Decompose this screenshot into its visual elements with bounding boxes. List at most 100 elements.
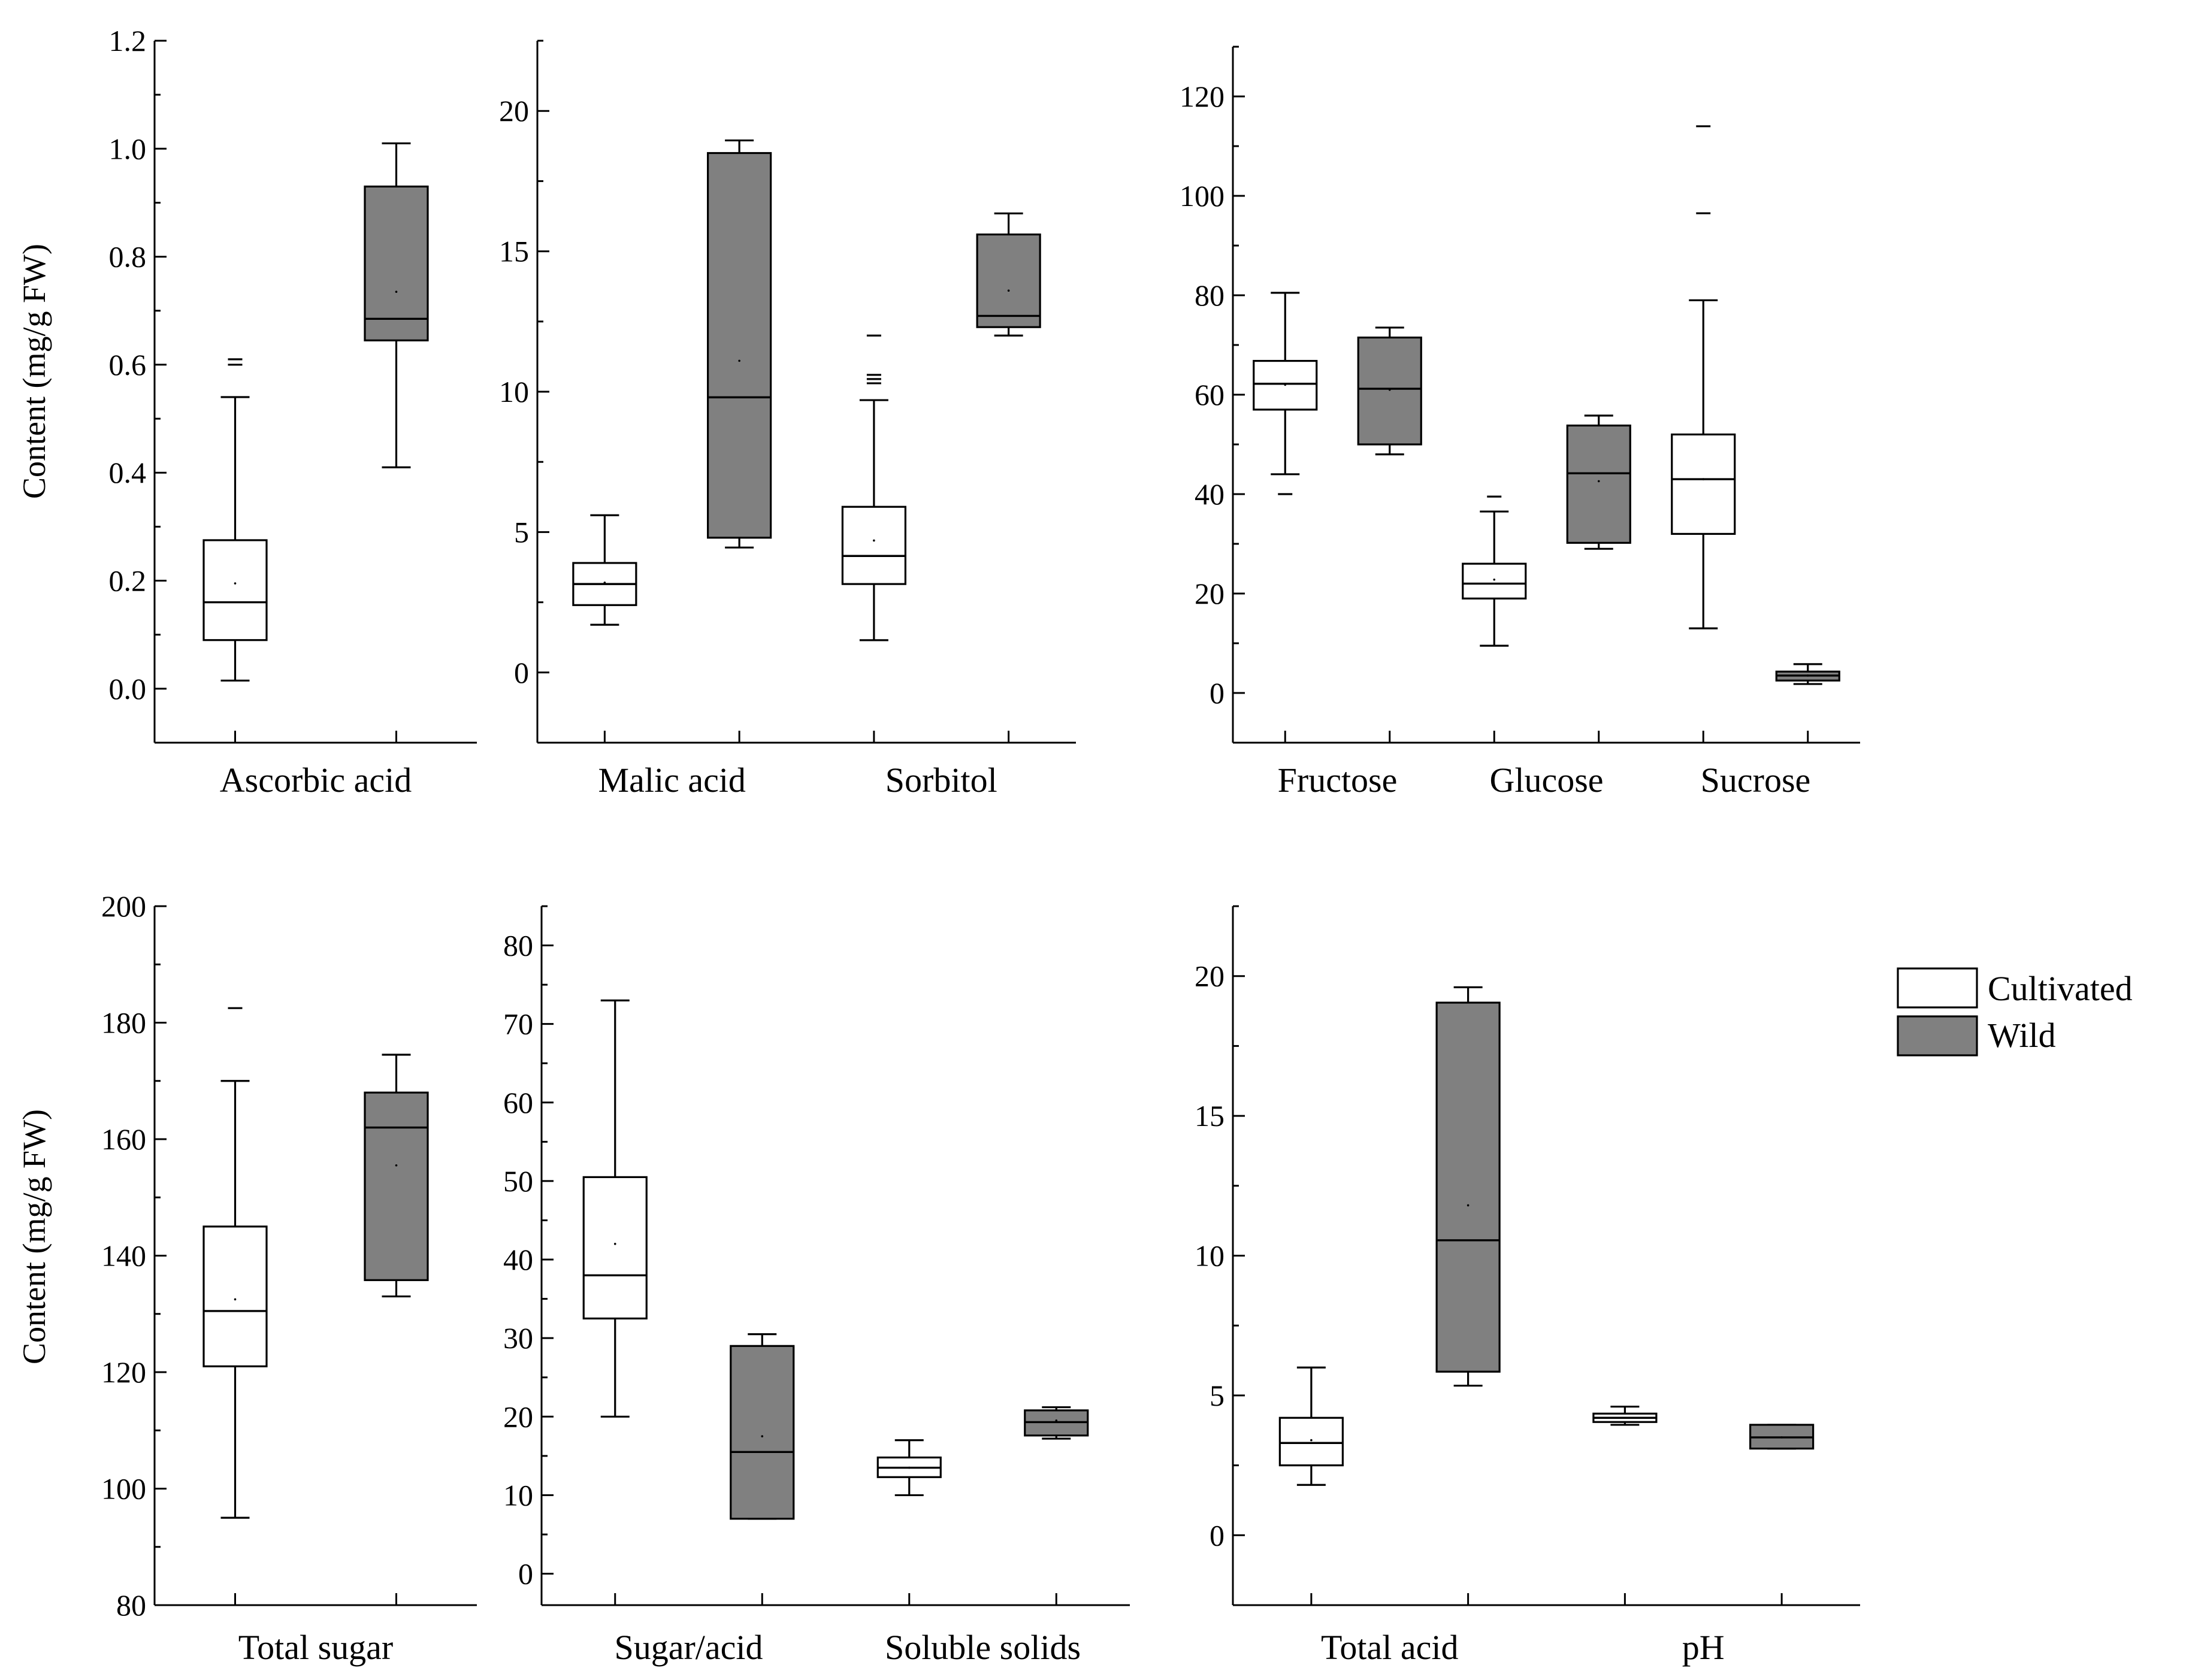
- y-tick-label: 0.6: [109, 348, 147, 382]
- category-label: Fructose: [1278, 761, 1398, 800]
- mean-marker: [1310, 1439, 1313, 1442]
- y-tick-label: 0: [518, 1557, 533, 1591]
- y-tick-label: 5: [514, 515, 529, 549]
- iqr-box: [1435, 1001, 1501, 1373]
- y-tick-label: 140: [101, 1239, 146, 1273]
- mean-marker: [1623, 1416, 1626, 1419]
- mean-marker: [1780, 1436, 1783, 1439]
- category-label: Glucose: [1489, 761, 1603, 800]
- box-wild: [1749, 1424, 1815, 1450]
- mean-marker: [1007, 289, 1010, 292]
- y-tick-label: 20: [499, 94, 529, 128]
- legend-swatch-wild: [1897, 1015, 1978, 1057]
- y-tick-label: 15: [1195, 1099, 1224, 1133]
- y-tick-label: 30: [503, 1321, 533, 1355]
- box-cultivated: [572, 514, 637, 626]
- y-tick-label: 10: [503, 1478, 533, 1512]
- mean-marker: [1467, 1204, 1470, 1207]
- box-cultivated: [1253, 292, 1318, 495]
- y-tick-label: 20: [1195, 577, 1224, 610]
- box-cultivated: [202, 1007, 268, 1519]
- box-cultivated: [876, 1439, 942, 1497]
- box-wild: [1024, 1406, 1089, 1440]
- mean-marker: [873, 539, 875, 542]
- y-tick-label: 5: [1210, 1379, 1224, 1412]
- y-tick-label: 20: [1195, 959, 1224, 993]
- category-label: Sugar/acid: [614, 1628, 763, 1667]
- y-tick-label: 160: [101, 1122, 146, 1156]
- y-tick-label: 20: [503, 1400, 533, 1433]
- box-cultivated: [841, 334, 906, 641]
- mean-marker: [738, 359, 740, 362]
- iqr-box: [1462, 562, 1527, 600]
- mean-marker: [1597, 480, 1600, 483]
- box-cultivated: [1671, 125, 1736, 629]
- category-label: Total sugar: [238, 1628, 393, 1667]
- chart-panel-2: 0 5 10 15 20 Malic acid Sorbitol: [499, 40, 1076, 800]
- box-wild: [364, 1054, 429, 1298]
- box-cultivated: [582, 999, 648, 1418]
- iqr-box: [1566, 424, 1631, 544]
- y-tick-label: 60: [1195, 378, 1224, 411]
- mean-marker: [234, 582, 237, 585]
- category-label: Soluble solids: [885, 1628, 1081, 1667]
- box-wild: [1357, 326, 1422, 456]
- y-tick-label: 15: [499, 235, 529, 268]
- y-axis-title-top: Content (mg/g FW): [16, 244, 52, 499]
- iqr-box: [202, 1225, 268, 1367]
- box-wild: [1435, 986, 1501, 1387]
- category-label: Malic acid: [598, 761, 746, 800]
- y-tick-label: 10: [499, 375, 529, 408]
- y-tick-label: 0.8: [109, 240, 147, 274]
- mean-marker: [603, 581, 606, 584]
- iqr-box: [1357, 336, 1422, 446]
- category-label: Total acid: [1321, 1628, 1458, 1667]
- legend-swatch-cultivated: [1897, 967, 1978, 1009]
- y-tick-label: 180: [101, 1006, 146, 1040]
- iqr-box: [1278, 1416, 1344, 1467]
- mean-marker: [1493, 578, 1496, 581]
- box-wild: [707, 139, 772, 549]
- mean-marker: [908, 1466, 911, 1469]
- iqr-box: [1671, 433, 1736, 535]
- y-tick-label: 0.4: [109, 456, 147, 489]
- iqr-box: [841, 505, 906, 585]
- y-tick-label: 40: [503, 1243, 533, 1276]
- y-tick-label: 0.2: [109, 564, 147, 598]
- chart-panel-6: 0 5 10 15 20 Total acid pH: [1195, 905, 1860, 1667]
- y-tick-label: 80: [116, 1588, 146, 1622]
- box-cultivated: [1592, 1405, 1658, 1426]
- category-label: Sorbitol: [885, 761, 997, 800]
- iqr-box: [364, 1091, 429, 1281]
- category-label: Sucrose: [1701, 761, 1811, 800]
- y-tick-label: 200: [101, 889, 146, 923]
- y-tick-label: 120: [1180, 80, 1224, 113]
- iqr-box: [976, 233, 1041, 328]
- legend-label-cultivated: Cultivated: [1988, 969, 2133, 1008]
- y-tick-label: 100: [1180, 179, 1224, 213]
- iqr-box: [707, 152, 772, 539]
- mean-marker: [1806, 674, 1809, 677]
- y-tick-label: 60: [503, 1086, 533, 1119]
- y-tick-label: 120: [101, 1355, 146, 1389]
- box-wild: [1566, 414, 1631, 550]
- box-cultivated: [202, 358, 268, 682]
- box-wild: [364, 142, 429, 468]
- y-tick-label: 0: [1210, 1518, 1224, 1552]
- iqr-box: [202, 539, 268, 641]
- mean-marker: [395, 1164, 398, 1167]
- box-wild: [976, 212, 1041, 337]
- y-tick-label: 10: [1195, 1239, 1224, 1273]
- iqr-box: [730, 1345, 795, 1520]
- category-label: Ascorbic acid: [220, 761, 412, 800]
- legend-label-wild: Wild: [1988, 1016, 2056, 1055]
- box-wild: [1775, 663, 1840, 685]
- chart-panel-1: 0.0 0.2 0.4 0.6 0.8 1.0 1.2 Ascorbic acid: [109, 24, 477, 800]
- y-tick-label: 40: [1195, 477, 1224, 511]
- mean-marker: [1702, 478, 1705, 480]
- box-wild: [730, 1333, 795, 1520]
- y-tick-label: 80: [1195, 279, 1224, 312]
- chart-panel-4: 80 100 120 140 160 180 200 Total sugar: [101, 889, 477, 1667]
- y-tick-label: 50: [503, 1164, 533, 1198]
